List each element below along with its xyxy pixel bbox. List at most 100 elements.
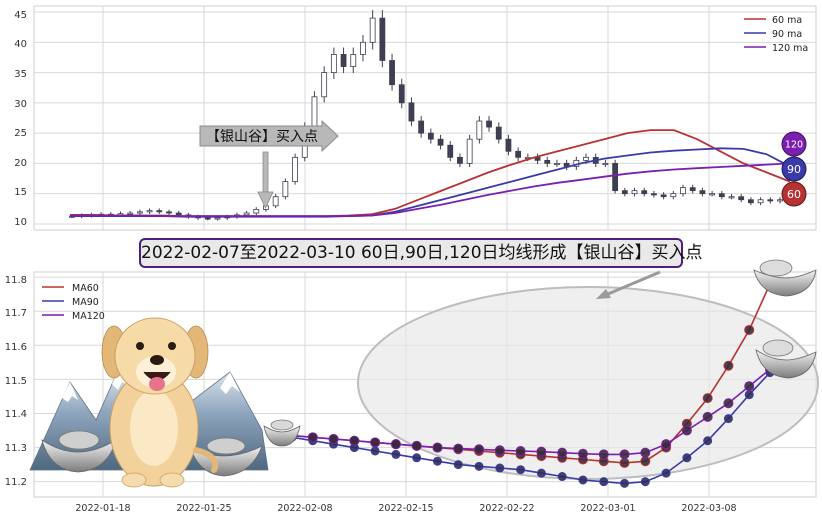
- badge-90-label: 90: [787, 163, 801, 176]
- xtick-label: 2022-02-15: [378, 503, 433, 514]
- bottom-series-point-MA90: [370, 446, 380, 456]
- bottom-series-point-MA90: [536, 468, 546, 478]
- badge-60: [781, 181, 807, 207]
- headline-banner: 2022-02-07至2022-03-10 60日,90日,120日均线形成【银…: [139, 238, 703, 268]
- top-grid: [34, 6, 816, 230]
- bottom-y-axis: 11.2 11.3 11.4 11.5 11.6 11.7 11.8: [5, 275, 27, 488]
- badge-120-label: 120: [785, 140, 803, 151]
- bottom-series-point-MA60: [744, 324, 755, 335]
- candle-body: [156, 210, 163, 213]
- bottom-series-point-MA120: [474, 444, 485, 455]
- silver-ingots: [41, 259, 817, 477]
- top-legend: 60 ma 90 ma 120 ma: [744, 15, 808, 54]
- candle-body: [272, 196, 279, 207]
- legend-label-ma120: MA120: [72, 311, 105, 322]
- callout: 【银山谷】买入点: [199, 119, 339, 209]
- dog-paw: [159, 472, 185, 488]
- candle-body: [204, 217, 211, 220]
- candle-body: [651, 193, 657, 196]
- candle-body: [777, 199, 783, 202]
- candle-body: [389, 60, 395, 86]
- dog-tongue: [149, 377, 165, 391]
- bottom-series-point-MA60: [619, 457, 630, 468]
- candle-body: [457, 156, 463, 164]
- candle-body: [505, 138, 512, 152]
- candle-body: [243, 212, 250, 216]
- bottom-series-point-MA120: [328, 434, 339, 445]
- candle-body: [660, 194, 667, 198]
- bottom-series-point-MA120: [557, 447, 568, 458]
- candle-body: [214, 217, 221, 220]
- candle-body: [728, 196, 735, 199]
- bottom-series-point-MA90: [744, 390, 754, 400]
- xtick-label: 2022-03-08: [681, 503, 736, 514]
- bottom-series-point-MA120: [598, 449, 609, 460]
- mountain-snowcap: [220, 372, 240, 394]
- bottom-series-point-MA90: [661, 468, 671, 478]
- bottom-ytick-label: 11.8: [5, 275, 27, 286]
- candle-body: [146, 210, 153, 213]
- bottom-ytick-label: 11.5: [5, 376, 27, 387]
- candle-body: [554, 163, 560, 166]
- candle-body: [398, 84, 405, 104]
- candle-body: [738, 196, 745, 201]
- bottom-series-point-MA120: [723, 398, 734, 409]
- top-ytick-label: 20: [14, 158, 27, 169]
- candle-body: [350, 54, 357, 67]
- legend-label-60ma: 60 ma: [772, 15, 802, 26]
- bottom-series-point-MA120: [411, 440, 422, 451]
- dog-illustration: [101, 317, 219, 488]
- bottom-series-point-MA120: [515, 445, 526, 456]
- top-ytick-label: 10: [14, 217, 27, 228]
- top-ytick-label: 25: [14, 128, 27, 139]
- bottom-series-point-MA90: [557, 472, 567, 482]
- candle-body: [311, 96, 318, 128]
- xtick-label: 2022-03-01: [580, 503, 635, 514]
- candle-body: [641, 190, 648, 195]
- xtick-label: 2022-01-18: [75, 503, 130, 514]
- candle-body: [282, 181, 289, 198]
- candle-body: [175, 212, 182, 216]
- top-ytick-label: 30: [14, 99, 27, 110]
- bottom-ytick-label: 11.3: [5, 443, 27, 454]
- bottom-ytick-label: 11.7: [5, 308, 27, 319]
- xtick-label: 2022-02-22: [479, 503, 534, 514]
- candle-body: [127, 212, 134, 215]
- legend-label-ma90: MA90: [72, 297, 99, 308]
- candle-body: [631, 190, 638, 195]
- top-ytick-label: 15: [14, 187, 27, 198]
- legend-label-120ma: 120 ma: [772, 43, 808, 54]
- top-y-axis: 10 15 20 25 30 35 40 45: [14, 10, 27, 228]
- pointer-arrow-head: [596, 289, 611, 299]
- dog-tail: [193, 447, 219, 473]
- bottom-legend: MA60 MA90 MA120: [42, 283, 105, 322]
- top-ma-lines: [70, 129, 791, 218]
- mountain-snowcap: [62, 382, 78, 402]
- candle-body: [515, 150, 522, 158]
- silver-ingot-icon: [753, 259, 817, 297]
- candle-body: [680, 187, 686, 195]
- candle-body: [447, 144, 454, 158]
- candle-body: [136, 211, 143, 214]
- bottom-series-point-MA120: [307, 432, 318, 443]
- candle-body: [408, 102, 415, 122]
- candle-body: [253, 209, 260, 214]
- bottom-series-point-MA90: [723, 414, 733, 424]
- top-series-line-120ma: [70, 162, 791, 218]
- legend-label-ma60: MA60: [72, 283, 99, 294]
- bottom-series-point-MA90: [578, 475, 588, 485]
- candle-body: [495, 126, 502, 140]
- bottom-ytick-label: 11.4: [5, 409, 27, 420]
- bottom-series-point-MA120: [640, 447, 651, 458]
- bottom-series-point-MA60: [702, 393, 713, 404]
- candle-body: [486, 120, 492, 128]
- bottom-series-point-MA90: [432, 456, 442, 466]
- silver-ingot-icon: [755, 339, 817, 379]
- candle-body: [321, 72, 328, 98]
- callout-down-arrow-shaft: [262, 151, 269, 193]
- bottom-series-point-MA120: [432, 442, 443, 453]
- bottom-series-point-MA120: [390, 439, 401, 450]
- bottom-series-point-MA60: [723, 360, 734, 371]
